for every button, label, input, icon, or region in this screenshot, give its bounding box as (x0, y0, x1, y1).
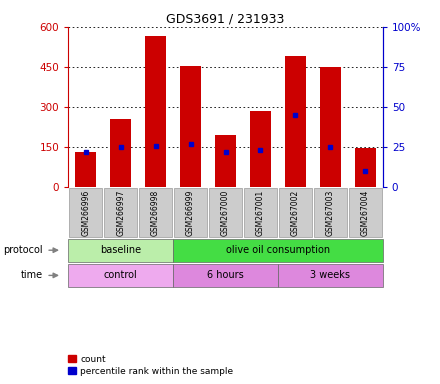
Text: GSM266997: GSM266997 (116, 189, 125, 236)
Bar (215, 135, 236, 187)
FancyBboxPatch shape (68, 264, 173, 287)
FancyBboxPatch shape (209, 188, 242, 237)
FancyBboxPatch shape (104, 188, 137, 237)
Text: GSM267003: GSM267003 (326, 189, 335, 236)
Text: GSM267004: GSM267004 (361, 189, 370, 236)
Text: GSM267002: GSM267002 (291, 189, 300, 235)
Text: control: control (104, 270, 138, 280)
Title: GDS3691 / 231933: GDS3691 / 231933 (166, 13, 285, 26)
Bar (250, 111, 271, 187)
Bar (145, 36, 166, 187)
Bar (355, 149, 376, 187)
Legend: count, percentile rank within the sample: count, percentile rank within the sample (68, 355, 233, 376)
Text: time: time (21, 270, 43, 280)
Text: GSM267000: GSM267000 (221, 189, 230, 236)
FancyBboxPatch shape (173, 239, 383, 262)
FancyBboxPatch shape (314, 188, 347, 237)
FancyBboxPatch shape (348, 188, 382, 237)
FancyBboxPatch shape (279, 188, 312, 237)
FancyBboxPatch shape (139, 188, 172, 237)
Text: 3 weeks: 3 weeks (310, 270, 350, 280)
Bar (180, 66, 201, 187)
Text: 6 hours: 6 hours (207, 270, 244, 280)
FancyBboxPatch shape (69, 188, 103, 237)
Text: GSM267001: GSM267001 (256, 189, 265, 235)
Text: GSM266998: GSM266998 (151, 189, 160, 235)
Bar (75, 152, 96, 187)
Text: GSM266996: GSM266996 (81, 189, 90, 236)
Text: olive oil consumption: olive oil consumption (226, 245, 330, 255)
Bar (285, 56, 306, 187)
Text: protocol: protocol (4, 245, 43, 255)
FancyBboxPatch shape (173, 264, 278, 287)
FancyBboxPatch shape (244, 188, 277, 237)
Text: baseline: baseline (100, 245, 141, 255)
Bar (320, 67, 341, 187)
Text: GSM266999: GSM266999 (186, 189, 195, 236)
Bar (110, 119, 131, 187)
FancyBboxPatch shape (68, 239, 173, 262)
FancyBboxPatch shape (174, 188, 207, 237)
FancyBboxPatch shape (278, 264, 383, 287)
